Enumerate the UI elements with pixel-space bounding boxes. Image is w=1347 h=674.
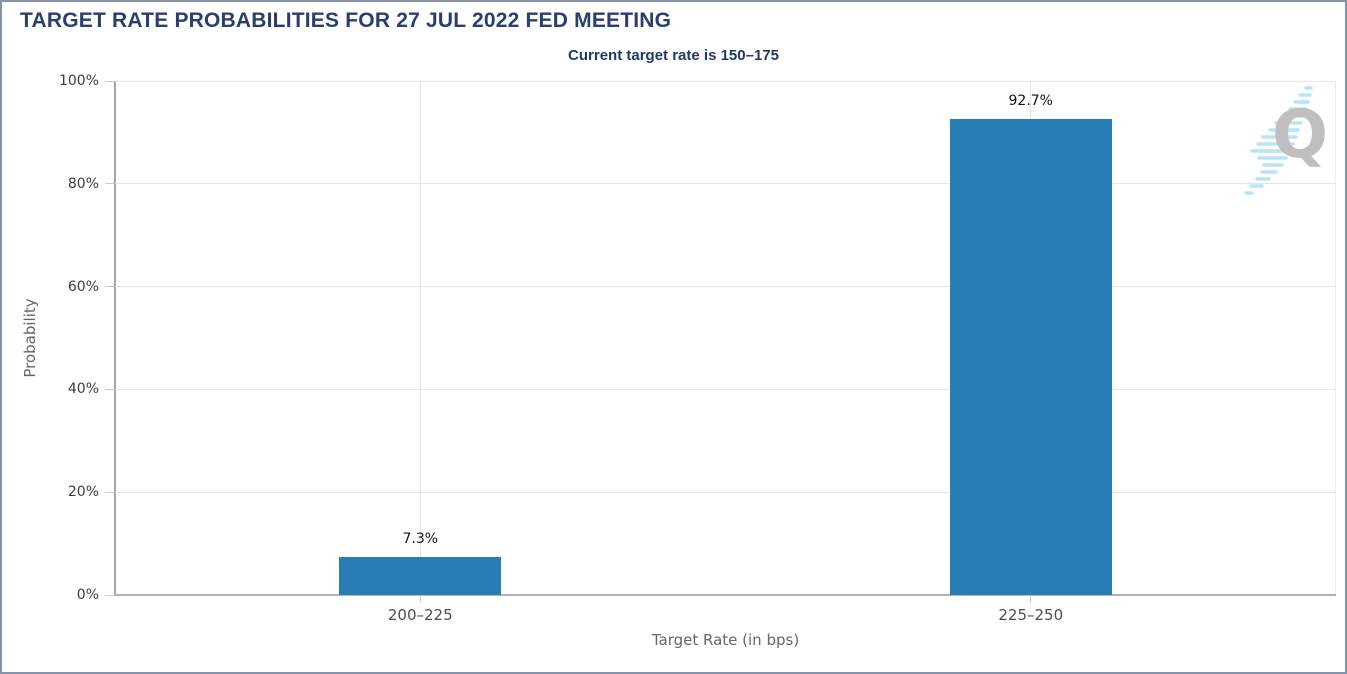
- gridline-horizontal: [115, 388, 1336, 390]
- x-axis-line: [114, 594, 1336, 596]
- bar-value-label: 92.7%: [1008, 92, 1053, 109]
- gridline-horizontal: [115, 491, 1336, 493]
- bar: [339, 557, 502, 595]
- y-axis-tick: [105, 286, 114, 288]
- logo-q-letter: Q: [1272, 96, 1329, 173]
- y-axis-tick: [105, 491, 114, 493]
- y-tick-label: 80%: [67, 175, 99, 192]
- x-axis-title: Target Rate (in bps): [651, 631, 800, 649]
- y-tick-label: 100%: [58, 73, 99, 89]
- x-axis-tick: [1030, 595, 1032, 602]
- gridline-horizontal: [115, 286, 1336, 288]
- y-tick-label: 40%: [67, 381, 99, 398]
- quikstrike-logo-watermark: Q: [1238, 82, 1333, 200]
- y-axis-tick: [105, 183, 114, 185]
- category-label: 200–225: [387, 606, 453, 624]
- chart-subtitle: Current target rate is 150–175: [568, 47, 779, 64]
- x-axis-tick: [419, 595, 421, 602]
- y-axis-line: [114, 81, 116, 595]
- bar: [949, 118, 1112, 595]
- bar-value-label: 7.3%: [402, 531, 439, 548]
- y-axis-title: Probability: [21, 298, 39, 378]
- y-axis-tick: [105, 388, 114, 390]
- category-label: 225–250: [998, 606, 1064, 624]
- y-tick-label: 60%: [67, 278, 99, 295]
- y-axis-tick: [105, 80, 114, 82]
- plot-area: 0% 20% 40% 60% 80% 100% 200–225 7.3% 225–250 92.7…: [59, 73, 1336, 624]
- y-tick-label: 0%: [76, 587, 99, 603]
- gridline-horizontal: [115, 80, 1336, 82]
- chart-title: TARGET RATE PROBABILITIES FOR 27 JUL 202…: [20, 9, 672, 32]
- y-tick-label: 20%: [67, 484, 99, 501]
- logo-swoosh-icon: [1244, 86, 1313, 195]
- gridline-vertical: [419, 81, 421, 595]
- y-axis-tick: [105, 594, 114, 596]
- gridline-horizontal: [115, 183, 1336, 185]
- plot-right-edge: [1335, 81, 1336, 595]
